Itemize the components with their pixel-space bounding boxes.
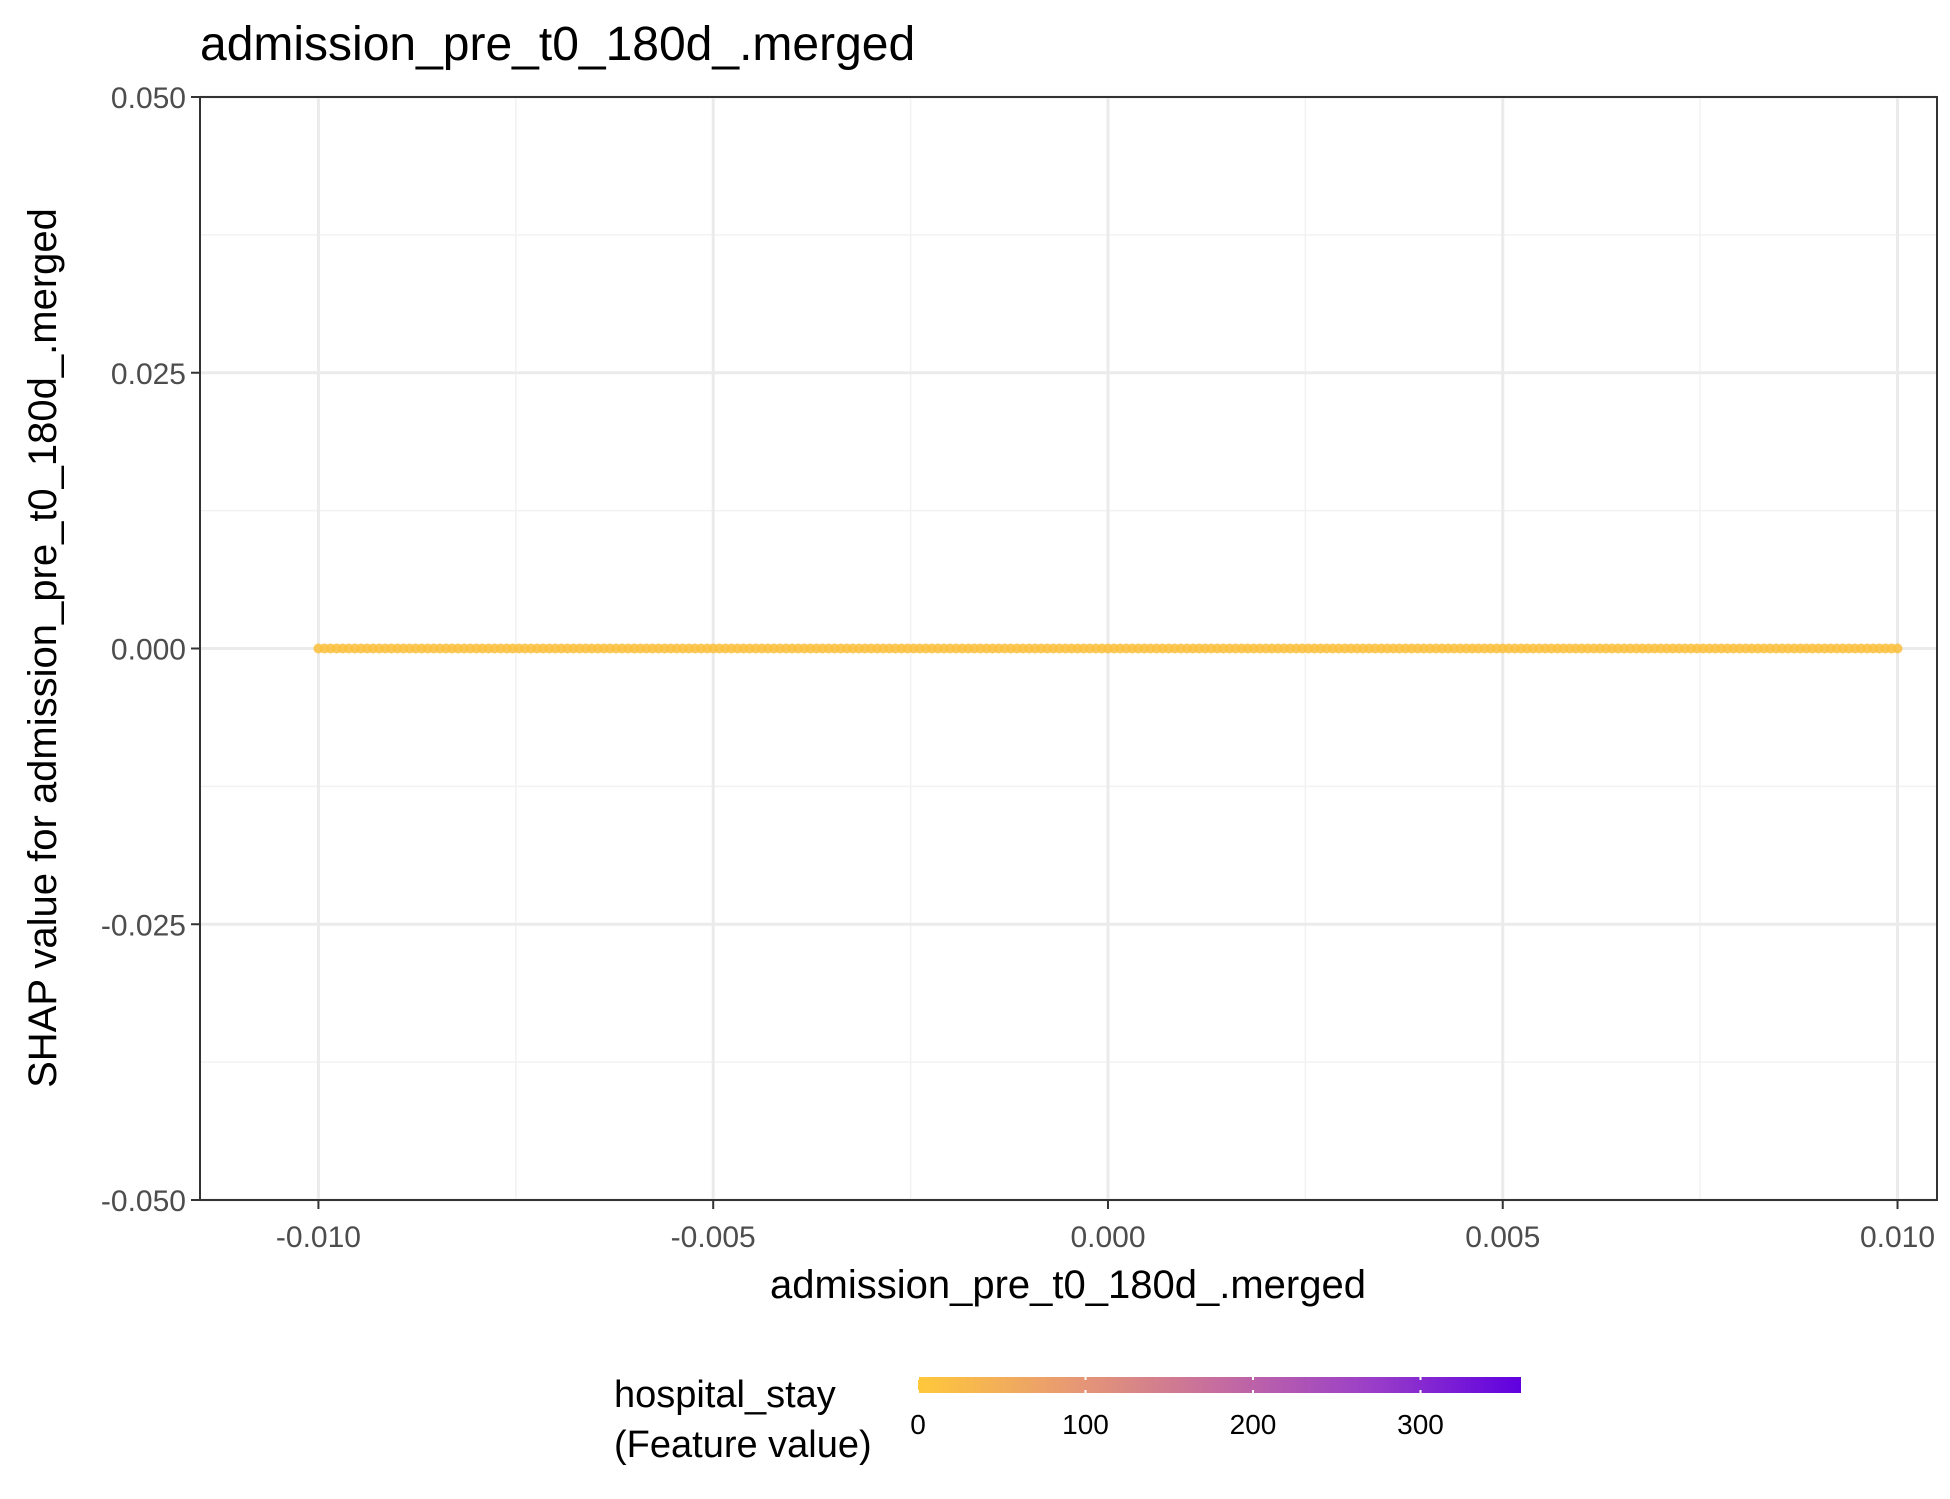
color-legend: hospital_stay (Feature value) 0 100 200 300 xyxy=(614,1374,1521,1466)
y-tick-label: -0.025 xyxy=(101,909,186,942)
legend-colorbar xyxy=(918,1377,1521,1393)
x-tick-label: -0.010 xyxy=(276,1221,361,1254)
axis-ticks: -0.010 -0.005 0.000 0.005 0.010 -0.050 -0.025 0… xyxy=(101,82,1935,1254)
legend-ticks: 0 100 200 300 xyxy=(910,1377,1444,1440)
x-tick-label: -0.005 xyxy=(671,1221,756,1254)
x-axis-title: admission_pre_t0_180d_.merged xyxy=(770,1263,1366,1307)
chart-title: admission_pre_t0_180d_.merged xyxy=(200,18,915,71)
x-tick-label: 0.005 xyxy=(1465,1221,1540,1254)
legend-tick-label: 300 xyxy=(1397,1409,1444,1440)
y-tick-label: 0.000 xyxy=(111,634,186,667)
data-points xyxy=(313,643,1903,654)
data-point xyxy=(1892,643,1903,654)
legend-tick-label: 100 xyxy=(1062,1409,1109,1440)
x-tick-label: 0.000 xyxy=(1070,1221,1145,1254)
legend-title-line1: hospital_stay xyxy=(614,1374,836,1416)
y-axis-title: SHAP value for admission_pre_t0_180d_.me… xyxy=(21,208,65,1088)
x-tick-label: 0.010 xyxy=(1860,1221,1935,1254)
y-tick-label: 0.025 xyxy=(111,358,186,391)
legend-title-line2: (Feature value) xyxy=(614,1424,872,1466)
legend-tick-label: 0 xyxy=(910,1409,926,1440)
y-tick-label: 0.050 xyxy=(111,82,186,115)
y-tick-label: -0.050 xyxy=(101,1185,186,1218)
legend-tick-label: 200 xyxy=(1230,1409,1277,1440)
